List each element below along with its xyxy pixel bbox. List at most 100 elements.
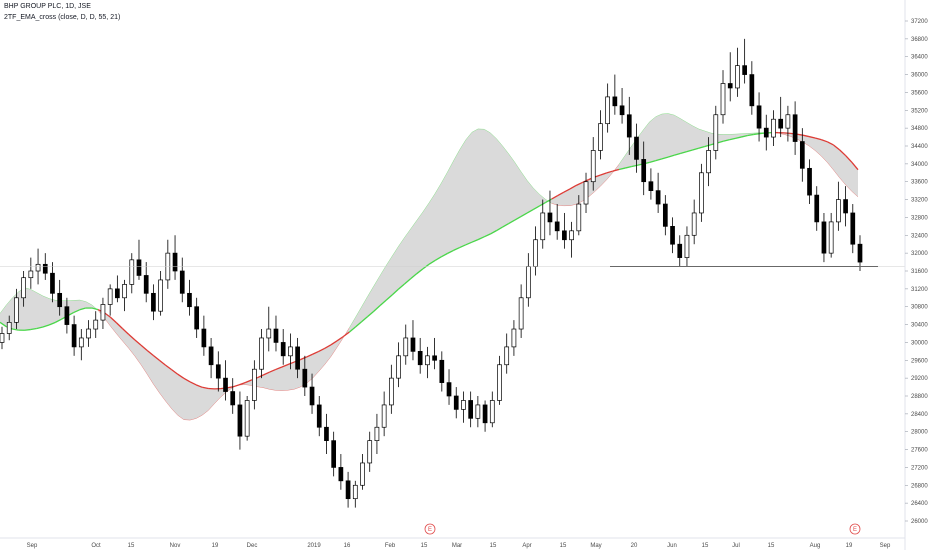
candle-body [316, 404, 322, 428]
candle-body [771, 118, 776, 138]
chart-title: BHP GROUP PLC, 1D, JSE [4, 3, 91, 10]
ema-fast-segment [833, 169, 840, 178]
x-tick-label: Nov [170, 543, 181, 549]
candle-body [562, 230, 567, 241]
y-tick-label: 36400 [911, 55, 928, 61]
ema-fast-segment [821, 155, 828, 163]
ema-slow-segment [839, 149, 847, 157]
x-tick-label: Jul [732, 543, 740, 549]
y-tick-label: 32800 [911, 215, 928, 221]
candle-body [828, 221, 834, 254]
ema-slow-segment [152, 354, 160, 361]
ema-fast-segment [808, 145, 816, 151]
candle-body [28, 270, 34, 279]
ema-slow-segment [79, 307, 86, 311]
candle-body [619, 105, 625, 116]
ema-slow-segment [520, 212, 528, 218]
ema-fast-segment [12, 291, 19, 299]
candle-body [129, 259, 135, 285]
ema-fast-segment [202, 410, 209, 416]
candle-body [107, 288, 113, 305]
candle-body [194, 306, 200, 330]
ema-fast-segment [422, 202, 430, 213]
ema-fast-segment [569, 204, 577, 206]
ema-fast-segment [526, 180, 534, 189]
ema-slow-segment [821, 139, 828, 143]
candle-body [598, 123, 603, 151]
x-tick-label: Aug [810, 543, 821, 549]
ema-fast-segment [349, 317, 356, 328]
candle-body [468, 400, 474, 419]
ema-slow-segment [373, 305, 381, 312]
y-tick-label: 31600 [911, 269, 928, 275]
ema-fast-segment [134, 356, 142, 365]
ema-slow-segment [318, 347, 326, 353]
candle-body [201, 328, 207, 348]
ema-fast-segment [514, 162, 522, 172]
x-tick-label: 19 [212, 543, 219, 549]
candle-body [187, 292, 192, 308]
ema-slow-segment [508, 219, 516, 225]
x-tick-label: Sep [27, 543, 38, 549]
ema-slow-segment [128, 333, 136, 341]
candle-body [684, 234, 690, 258]
ema-slow-segment [845, 155, 853, 163]
ema-slow-segment [796, 133, 803, 136]
ema-slow-segment [54, 318, 62, 324]
ema-slow-segment [30, 327, 37, 331]
ema-fast-segment [342, 327, 350, 338]
candle-body [525, 266, 531, 299]
candle-body [115, 288, 120, 299]
ema-fast-segment [539, 193, 546, 200]
ema-fast-segment [557, 204, 564, 207]
candle-body [396, 355, 401, 379]
candle-body [172, 252, 178, 272]
ema-slow-segment [330, 340, 338, 346]
candle-body [612, 96, 618, 107]
ema-slow-segment [606, 170, 614, 174]
ema-fast-segment [140, 364, 148, 375]
ema-slow-segment [146, 349, 154, 356]
ema-slow-segment [257, 374, 264, 379]
candle-body [14, 297, 19, 323]
y-tick-label: 30400 [911, 323, 928, 329]
ema-fast-segment [122, 340, 129, 349]
candle-body [223, 377, 228, 392]
earnings-marker-label: E [428, 527, 432, 533]
ema-fast-segment [245, 384, 252, 386]
ema-fast-segment [667, 113, 675, 116]
ema-slow-segment [355, 321, 363, 328]
ema-slow-segment [410, 273, 418, 280]
candle-body [554, 221, 560, 232]
ema-slow-segment [397, 283, 405, 290]
ema-slow-segment [514, 216, 522, 221]
ema-slow-segment [483, 233, 491, 238]
ema-fast-segment [680, 118, 687, 123]
ema-fast-segment [465, 132, 473, 140]
y-tick-label: 34400 [911, 144, 928, 150]
candle-body [86, 328, 91, 339]
ema-fast-segment [698, 128, 705, 132]
ema-slow-segment [428, 259, 436, 265]
ema-fast-segment [643, 121, 650, 130]
candle-body [439, 359, 445, 383]
candle-body [100, 304, 106, 321]
candle-body [295, 346, 300, 370]
x-tick-label: 15 [421, 543, 428, 549]
ema-slow-segment [655, 158, 663, 162]
candle-body [57, 292, 63, 308]
x-tick-label: 15 [768, 543, 775, 549]
ema-slow-segment [165, 364, 172, 371]
ema-slow-segment [557, 191, 565, 197]
ema-slow-segment [275, 366, 283, 371]
x-tick-label: Feb [385, 543, 396, 549]
ema-slow-segment [723, 139, 730, 142]
x-tick-label: 15 [702, 543, 709, 549]
ema-fast-segment [404, 228, 411, 238]
ema-fast-segment [637, 129, 644, 139]
candle-body [215, 364, 221, 379]
ema-slow-segment [12, 328, 19, 331]
ema-fast-segment [85, 301, 93, 306]
